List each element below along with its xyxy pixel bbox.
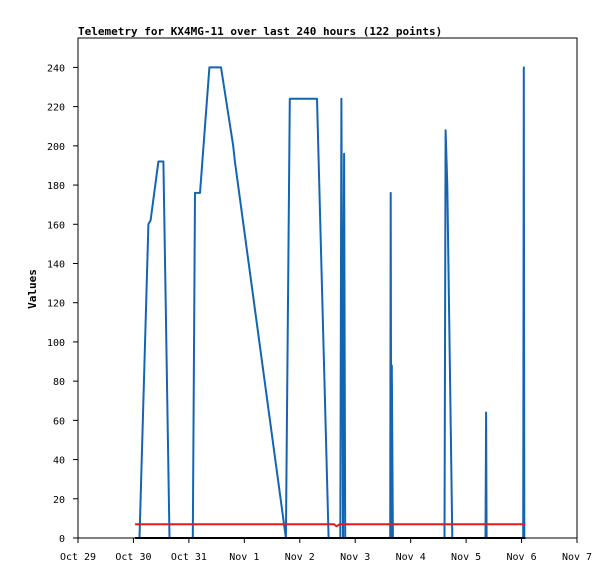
x-tick-label: Nov 6 (507, 552, 537, 563)
y-tick-label: 100 (47, 338, 65, 349)
series-line-2 (135, 523, 526, 528)
x-tick-label: Nov 3 (340, 552, 370, 563)
y-tick-label: 200 (47, 142, 65, 153)
y-tick-label: 220 (47, 103, 65, 114)
plot-frame (77, 37, 578, 539)
y-tick-label: 240 (47, 63, 65, 74)
y-tick-label: 160 (47, 220, 65, 231)
y-axis: 0 20 40 60 80 100 120 140 160 180 200 220 240 (47, 63, 78, 545)
x-axis: Oct 29 Oct 30 Oct 31 Nov 1 Nov 2 Nov 3 Nov 4 No… (60, 538, 592, 563)
x-tick-label: Nov 7 (562, 552, 592, 563)
x-tick-label: Nov 4 (396, 552, 426, 563)
x-tick-label: Nov 5 (451, 552, 481, 563)
x-tick-label: Oct 30 (115, 552, 151, 563)
y-tick-label: 180 (47, 181, 65, 192)
x-tick-label: Nov 2 (285, 552, 315, 563)
chart-title: Telemetry for KX4MG-11 over last 240 hou… (78, 25, 442, 38)
y-axis-title: Values (26, 269, 39, 309)
y-tick-label: 0 (59, 534, 65, 545)
y-tick-label: 40 (53, 456, 65, 467)
y-tick-label: 140 (47, 259, 65, 270)
series-layer (135, 66, 526, 539)
y-tick-label: 20 (53, 495, 65, 506)
y-tick-label: 120 (47, 299, 65, 310)
y-tick-label: 80 (53, 377, 65, 388)
x-tick-label: Nov 1 (229, 552, 259, 563)
y-tick-label: 60 (53, 416, 65, 427)
series-line-1 (136, 66, 526, 539)
x-tick-label: Oct 29 (60, 552, 96, 563)
x-tick-label: Oct 31 (171, 552, 207, 563)
